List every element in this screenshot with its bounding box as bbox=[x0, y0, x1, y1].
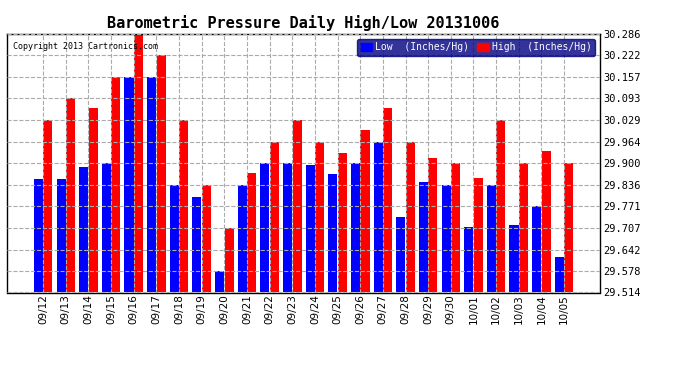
Bar bbox=[170, 184, 179, 292]
Bar bbox=[315, 142, 324, 292]
Bar bbox=[542, 152, 551, 292]
Bar bbox=[270, 142, 279, 292]
Bar bbox=[111, 77, 120, 292]
Bar bbox=[157, 55, 166, 292]
Bar bbox=[496, 120, 505, 292]
Bar bbox=[260, 163, 269, 292]
Bar bbox=[428, 158, 437, 292]
Bar bbox=[237, 184, 247, 292]
Bar bbox=[247, 173, 256, 292]
Bar bbox=[360, 130, 370, 292]
Bar bbox=[179, 120, 188, 292]
Bar bbox=[293, 120, 302, 292]
Bar bbox=[519, 163, 528, 292]
Bar bbox=[419, 182, 428, 292]
Bar bbox=[89, 108, 98, 292]
Bar bbox=[102, 163, 111, 292]
Bar bbox=[396, 217, 405, 292]
Bar bbox=[532, 206, 541, 292]
Bar bbox=[351, 163, 360, 292]
Bar bbox=[43, 120, 52, 292]
Bar bbox=[193, 196, 201, 292]
Bar bbox=[564, 163, 573, 292]
Text: Copyright 2013 Cartronics.com: Copyright 2013 Cartronics.com bbox=[13, 42, 158, 51]
Bar bbox=[34, 179, 43, 292]
Bar bbox=[487, 184, 496, 292]
Bar bbox=[338, 153, 347, 292]
Legend: Low  (Inches/Hg), High  (Inches/Hg): Low (Inches/Hg), High (Inches/Hg) bbox=[357, 39, 595, 56]
Bar bbox=[555, 256, 564, 292]
Bar bbox=[328, 174, 337, 292]
Bar bbox=[147, 77, 156, 292]
Bar bbox=[66, 98, 75, 292]
Bar bbox=[134, 34, 143, 292]
Bar bbox=[202, 184, 211, 292]
Bar bbox=[473, 177, 483, 292]
Bar bbox=[509, 225, 518, 292]
Bar bbox=[124, 77, 134, 292]
Bar bbox=[215, 271, 224, 292]
Bar bbox=[283, 163, 292, 292]
Bar bbox=[383, 108, 392, 292]
Bar bbox=[464, 228, 473, 292]
Bar bbox=[406, 142, 415, 292]
Bar bbox=[57, 179, 66, 292]
Bar bbox=[79, 167, 88, 292]
Bar bbox=[442, 184, 451, 292]
Bar bbox=[373, 142, 383, 292]
Bar bbox=[224, 228, 234, 292]
Title: Barometric Pressure Daily High/Low 20131006: Barometric Pressure Daily High/Low 20131… bbox=[108, 15, 500, 31]
Bar bbox=[451, 163, 460, 292]
Bar bbox=[306, 165, 315, 292]
